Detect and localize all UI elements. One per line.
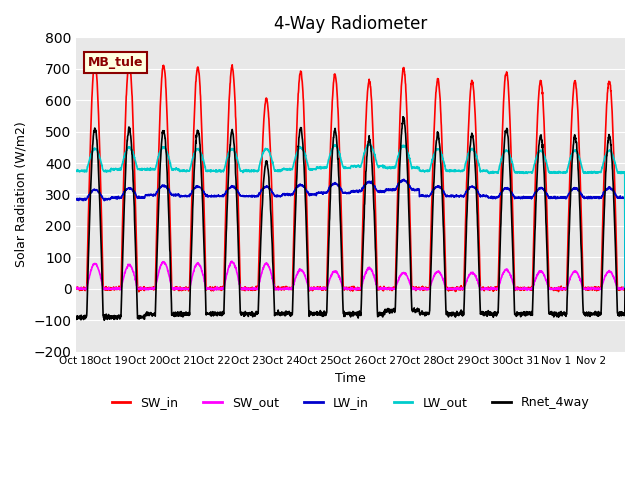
SW_in bbox=[91, 60, 99, 65]
SW_in bbox=[127, 81, 135, 87]
Rnet_4way bbox=[399, 114, 407, 120]
LW_in bbox=[72, 196, 80, 202]
LW_out bbox=[547, 170, 555, 176]
Legend: SW_in, SW_out, LW_in, LW_out, Rnet_4way: SW_in, SW_out, LW_in, LW_out, Rnet_4way bbox=[107, 391, 595, 414]
LW_out bbox=[127, 146, 135, 152]
SW_out bbox=[228, 258, 236, 264]
Rnet_4way bbox=[516, 312, 524, 318]
LW_in bbox=[614, 195, 621, 201]
SW_in bbox=[516, 288, 524, 293]
Title: 4-Way Radiometer: 4-Way Radiometer bbox=[274, 15, 428, 33]
LW_in bbox=[383, 187, 391, 192]
SW_out bbox=[516, 286, 524, 292]
LW_out bbox=[72, 168, 80, 174]
LW_in bbox=[547, 195, 555, 201]
LW_out bbox=[366, 141, 374, 147]
SW_out bbox=[524, 287, 531, 293]
Rnet_4way bbox=[100, 317, 108, 323]
Line: LW_in: LW_in bbox=[76, 180, 625, 288]
Rnet_4way bbox=[246, 311, 253, 317]
SW_out bbox=[72, 285, 80, 290]
LW_in bbox=[246, 193, 253, 199]
LW_in bbox=[400, 177, 408, 182]
LW_out bbox=[621, 285, 629, 291]
SW_in bbox=[547, 285, 555, 291]
SW_in bbox=[72, 285, 80, 291]
Rnet_4way bbox=[127, 142, 135, 147]
Line: SW_out: SW_out bbox=[76, 261, 625, 290]
LW_in bbox=[127, 185, 135, 191]
SW_out bbox=[246, 286, 253, 291]
Line: Rnet_4way: Rnet_4way bbox=[76, 117, 625, 320]
SW_in bbox=[135, 289, 143, 295]
LW_out bbox=[384, 166, 392, 171]
Rnet_4way bbox=[614, 311, 621, 317]
Line: SW_in: SW_in bbox=[76, 62, 625, 292]
SW_out bbox=[384, 286, 392, 291]
LW_in bbox=[621, 285, 629, 291]
SW_in bbox=[614, 287, 621, 292]
LW_out bbox=[516, 169, 524, 175]
LW_out bbox=[614, 169, 621, 175]
SW_out bbox=[614, 287, 621, 292]
X-axis label: Time: Time bbox=[335, 372, 366, 385]
SW_in bbox=[246, 287, 254, 292]
Rnet_4way bbox=[72, 314, 80, 320]
LW_in bbox=[516, 195, 524, 201]
SW_in bbox=[384, 285, 392, 290]
LW_out bbox=[246, 169, 253, 175]
Rnet_4way bbox=[384, 308, 392, 313]
SW_out bbox=[127, 264, 135, 270]
SW_out bbox=[547, 286, 555, 291]
Text: MB_tule: MB_tule bbox=[88, 56, 143, 69]
Rnet_4way bbox=[621, 286, 629, 291]
SW_out bbox=[621, 286, 629, 291]
Y-axis label: Solar Radiation (W/m2): Solar Radiation (W/m2) bbox=[15, 121, 28, 267]
Rnet_4way bbox=[547, 310, 555, 316]
SW_in bbox=[621, 286, 629, 291]
Line: LW_out: LW_out bbox=[76, 144, 625, 288]
